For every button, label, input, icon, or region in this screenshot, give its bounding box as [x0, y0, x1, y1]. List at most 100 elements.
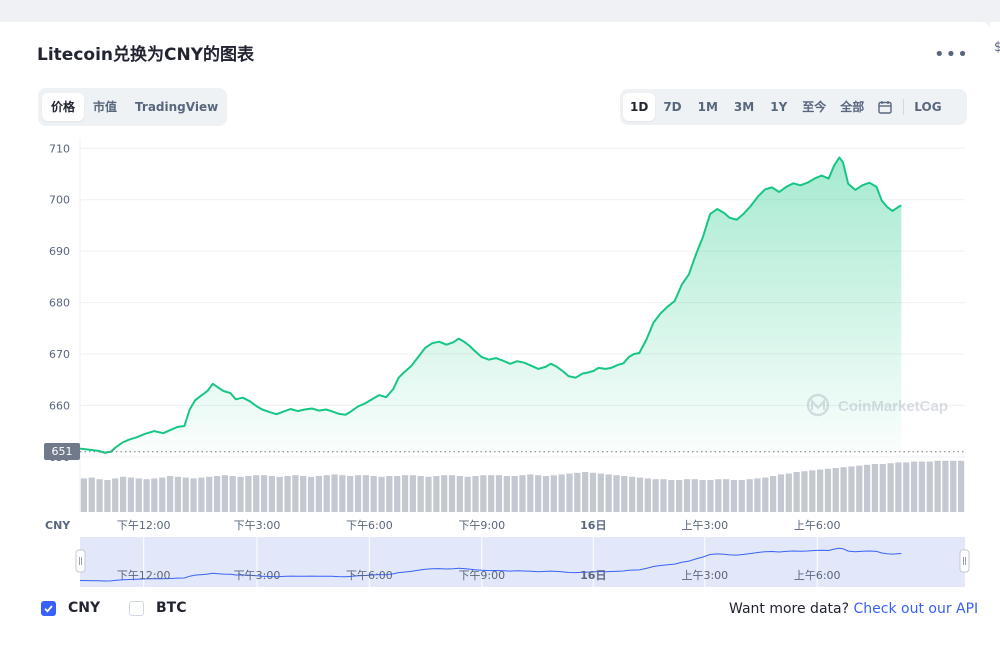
- volume-bar: [151, 478, 158, 512]
- right-edge: [990, 22, 1000, 650]
- volume-bar: [762, 477, 769, 512]
- volume-bar: [629, 476, 636, 512]
- volume-bar: [441, 475, 448, 512]
- volume-bar: [918, 461, 926, 512]
- volume-bar: [88, 477, 95, 512]
- volume-bar: [809, 470, 816, 512]
- navigator-x-label: 上午3:00: [681, 569, 728, 582]
- tab-price[interactable]: 价格: [42, 93, 85, 121]
- top-strip: [0, 0, 1000, 22]
- volume-bar: [597, 473, 604, 512]
- more-horizontal-icon[interactable]: •••: [934, 44, 969, 65]
- volume-bar: [621, 476, 628, 512]
- x-tick-label: 下午12:00: [117, 519, 171, 532]
- range-tabs: 1D 7D 1M 3M 1Y 至今 全部 LOG: [620, 89, 967, 125]
- volume-bar: [895, 462, 902, 512]
- y-tick-label: 700: [49, 194, 70, 207]
- volume-bar: [300, 476, 307, 512]
- navigator-left-handle[interactable]: [75, 549, 86, 573]
- navigator-right-handle[interactable]: [959, 549, 970, 573]
- volume-bar: [386, 476, 393, 512]
- currency-axis-label: CNY: [45, 519, 71, 532]
- volume-bar: [527, 474, 534, 512]
- currency-option-label: CNY: [68, 600, 101, 616]
- calendar-icon[interactable]: [871, 93, 899, 121]
- volume-bar: [347, 476, 354, 512]
- volume-bar: [409, 475, 416, 512]
- navigator-x-label: 下午3:00: [234, 569, 281, 582]
- api-link[interactable]: Check out our API: [853, 601, 979, 617]
- checkbox-checked-icon[interactable]: [41, 600, 56, 616]
- navigator-x-label: 16日: [580, 569, 606, 582]
- volume-bar: [292, 475, 299, 512]
- navigator-x-label: 上午6:00: [794, 569, 841, 582]
- volume-bar: [738, 480, 745, 512]
- volume-bar: [535, 475, 542, 512]
- volume-bar: [566, 473, 573, 512]
- currency-option-cny[interactable]: CNY: [41, 600, 100, 616]
- tab-market-cap[interactable]: 市值: [93, 100, 118, 114]
- volume-bar: [699, 480, 706, 512]
- volume-bar: [942, 460, 949, 512]
- api-promo: Want more data? Check out our API: [729, 601, 978, 617]
- volume-bar: [135, 478, 142, 512]
- range-7d[interactable]: 7D: [663, 100, 682, 114]
- volume-bar: [605, 474, 612, 512]
- x-tick-label: 下午9:00: [458, 519, 505, 532]
- volume-bar: [691, 479, 698, 512]
- range-1y[interactable]: 1Y: [770, 100, 788, 114]
- volume-bar: [957, 460, 965, 512]
- x-tick-label: 下午6:00: [346, 519, 393, 532]
- volume-bar: [182, 477, 189, 512]
- volume-bar: [613, 475, 620, 512]
- tab-tradingview[interactable]: TradingView: [135, 100, 219, 114]
- x-tick-label: 上午6:00: [794, 519, 841, 532]
- volume-bar: [832, 468, 839, 512]
- volume-bar: [652, 479, 659, 512]
- volume-bar: [503, 476, 510, 512]
- volume-bar: [519, 475, 526, 512]
- currency-option-label: BTC: [156, 600, 187, 616]
- volume-bar: [668, 480, 675, 512]
- x-tick-label: 上午3:00: [681, 519, 728, 532]
- volume-bar: [550, 475, 557, 512]
- volume-bar: [887, 463, 894, 512]
- volume-bar: [574, 472, 581, 512]
- volume-bar: [401, 475, 409, 512]
- currency-option-btc[interactable]: BTC: [129, 600, 187, 616]
- volume-bar: [213, 476, 221, 512]
- volume-bar: [221, 475, 229, 512]
- volume-bar: [636, 477, 644, 512]
- navigator-x-label: 下午6:00: [346, 569, 393, 582]
- volume-bar: [683, 479, 691, 512]
- edge-dollar-icon: $: [994, 40, 1000, 55]
- volume-bar: [253, 475, 260, 512]
- x-tick-label: 16日: [580, 519, 606, 532]
- volume-bar: [910, 461, 918, 512]
- volume-bar: [840, 467, 847, 512]
- range-ytd[interactable]: 至今: [802, 100, 827, 114]
- navigator-x-label: 下午12:00: [117, 569, 171, 582]
- volume-bar: [354, 475, 362, 512]
- volume-bar: [856, 465, 863, 512]
- volume-bar: [723, 479, 730, 512]
- volume-bar: [206, 476, 213, 512]
- volume-bar: [417, 476, 424, 512]
- volume-bar: [190, 478, 197, 512]
- range-3m[interactable]: 3M: [733, 100, 755, 114]
- range-1d[interactable]: 1D: [623, 93, 656, 121]
- price-line: [79, 156, 902, 454]
- log-toggle[interactable]: LOG: [914, 100, 942, 114]
- volume-bar: [926, 461, 933, 512]
- volume-bar: [754, 478, 761, 512]
- volume-bar: [934, 460, 941, 512]
- volume-bar: [542, 476, 550, 512]
- volume-bar: [339, 475, 346, 512]
- range-1m[interactable]: 1M: [697, 100, 718, 114]
- volume-bar: [229, 476, 236, 512]
- checkbox-unchecked-icon[interactable]: [129, 600, 144, 616]
- coinmarketcap-watermark: CoinMarketCap: [806, 393, 948, 417]
- range-all[interactable]: 全部: [840, 100, 865, 114]
- volume-bar: [268, 476, 275, 512]
